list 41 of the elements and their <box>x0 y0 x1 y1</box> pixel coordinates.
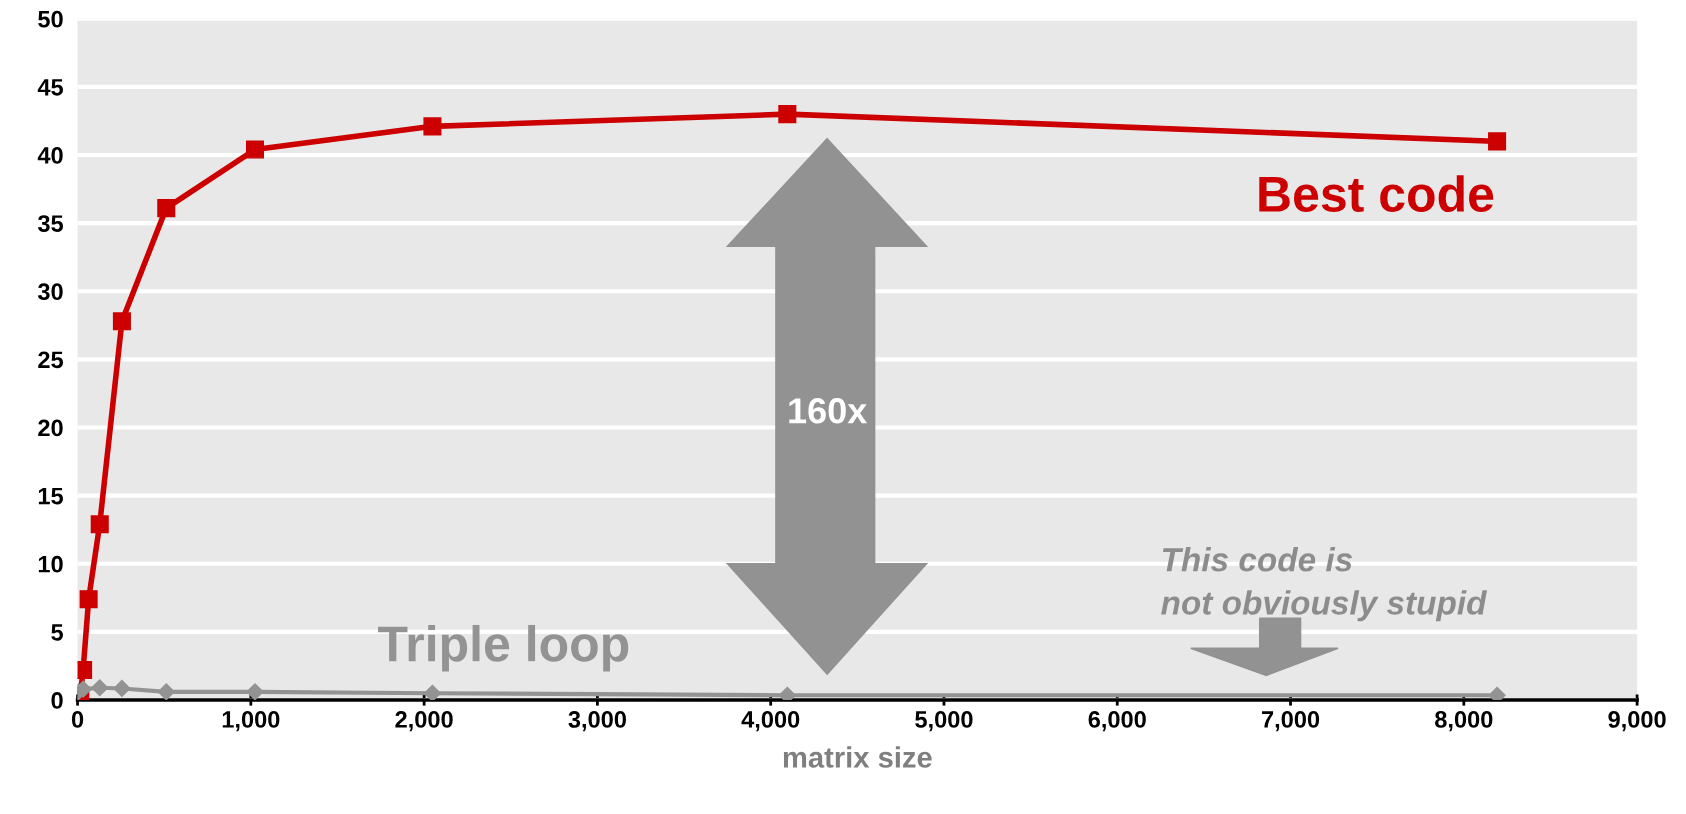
y-tick-label: 25 <box>38 351 64 369</box>
x-tick-label: 8,000 <box>1435 711 1493 732</box>
point <box>112 312 131 331</box>
y-tick-label: 20 <box>38 419 63 437</box>
x-tick-label: 2,000 <box>395 711 453 732</box>
y-tick-label: 0 <box>51 692 63 709</box>
point <box>245 140 265 159</box>
x-tick-label: 3,000 <box>568 711 626 732</box>
point <box>778 686 796 701</box>
x-tick-label: 7,000 <box>1262 711 1320 732</box>
x-axis-title: matrix size <box>783 746 932 768</box>
x-tick-label: 9,000 <box>1608 711 1666 732</box>
y-tick-label: 50 <box>38 10 63 28</box>
annotation: 160x <box>789 398 868 424</box>
y-tick-label: 30 <box>37 283 63 301</box>
point <box>778 105 797 124</box>
y-tick-label: 15 <box>38 487 64 505</box>
point <box>91 679 109 697</box>
point <box>1488 686 1506 701</box>
point <box>79 590 98 609</box>
point <box>90 515 109 534</box>
x-tick-label: 4,000 <box>741 711 800 732</box>
y-tick-label: 5 <box>51 624 64 641</box>
point <box>113 679 131 698</box>
annotation: This code is not obviously stupid <box>1161 547 1488 622</box>
y-tick-label: 10 <box>38 555 63 573</box>
y-tick-label: 35 <box>37 215 64 232</box>
point <box>246 683 264 701</box>
point <box>423 117 442 136</box>
x-tick-label: 1,000 <box>222 711 280 732</box>
series-label: Best code <box>1259 175 1494 213</box>
x-tick-label: 0 <box>71 711 84 728</box>
y-tick-label: 40 <box>37 147 63 164</box>
point <box>157 683 175 701</box>
x-tick-label: 5,000 <box>915 711 973 732</box>
x-tick-label: 6,000 <box>1088 711 1146 732</box>
series-label: Triple loop <box>378 624 629 672</box>
point <box>157 199 176 218</box>
point <box>1488 132 1507 151</box>
y-tick-label: 45 <box>37 79 64 96</box>
point <box>423 684 441 701</box>
